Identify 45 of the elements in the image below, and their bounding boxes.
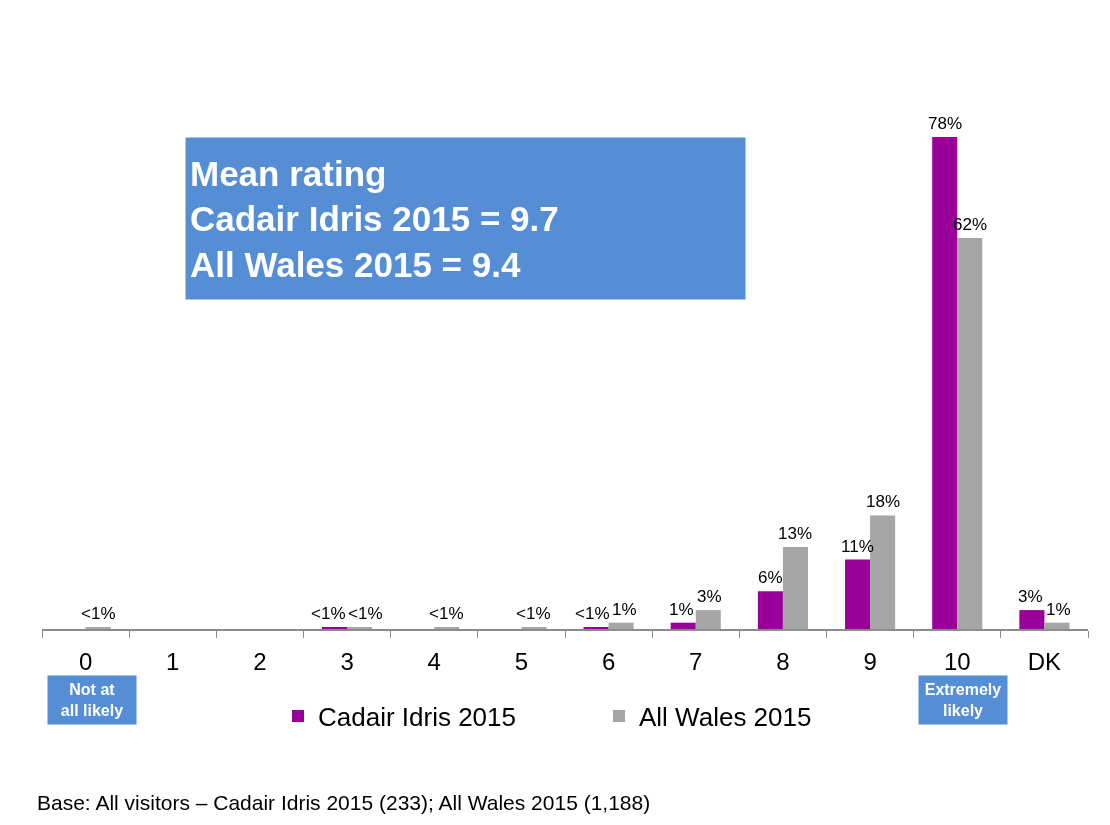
bar	[670, 622, 696, 629]
x-tick-label: 7	[689, 647, 703, 675]
bar	[782, 547, 808, 629]
x-tick-label: 10	[943, 647, 971, 675]
data-label: 1%	[1046, 600, 1071, 619]
data-label: <1%	[311, 604, 346, 623]
x-tick-label: 6	[601, 647, 616, 675]
data-label: <1%	[575, 604, 610, 623]
data-label: <1%	[348, 604, 383, 623]
legend-label: All Wales 2015	[639, 702, 812, 733]
data-label: 3%	[1018, 587, 1043, 606]
text: Not at all likely	[60, 681, 124, 719]
x-tick-label: 3	[340, 647, 354, 675]
bar	[1019, 610, 1045, 629]
data-label: 78%	[928, 114, 963, 133]
text: Extremely likely	[924, 681, 1002, 719]
x-tick-label: 9	[863, 647, 877, 675]
bar	[695, 610, 721, 629]
bar	[845, 559, 871, 629]
data-label: 1%	[612, 600, 637, 619]
data-label: <1%	[429, 604, 464, 623]
annotation: Cadair Idris 2015 = 9.7	[190, 199, 559, 238]
legend-label: Cadair Idris 2015	[318, 702, 516, 733]
x-tick-label: 8	[776, 647, 790, 675]
data-label: 1%	[669, 600, 694, 619]
x-tick-label: 4	[427, 647, 441, 675]
bar	[757, 591, 783, 629]
x-tick-label: 2	[253, 647, 267, 675]
data-label: 3%	[697, 587, 722, 606]
annotation: All Wales 2015 = 9.4	[190, 244, 521, 284]
annotation: Mean rating	[190, 153, 387, 193]
x-tick-label: DK	[1027, 647, 1062, 675]
data-label: 6%	[758, 568, 783, 587]
x-tick-label: 0	[78, 647, 93, 675]
text: Base: All visitors – Cadair Idris 2015 (233); All Wales 2015 (1,188)	[37, 791, 651, 814]
data-label: 13%	[778, 524, 813, 543]
data-label: 18%	[866, 492, 901, 511]
bar	[1044, 622, 1070, 629]
bar	[957, 237, 983, 629]
bar	[608, 622, 634, 629]
data-label: 11%	[841, 537, 874, 556]
data-label: <1%	[516, 604, 551, 623]
data-label: <1%	[81, 604, 116, 623]
x-tick-label: 1	[166, 647, 180, 675]
x-tick-label: 5	[514, 647, 529, 675]
